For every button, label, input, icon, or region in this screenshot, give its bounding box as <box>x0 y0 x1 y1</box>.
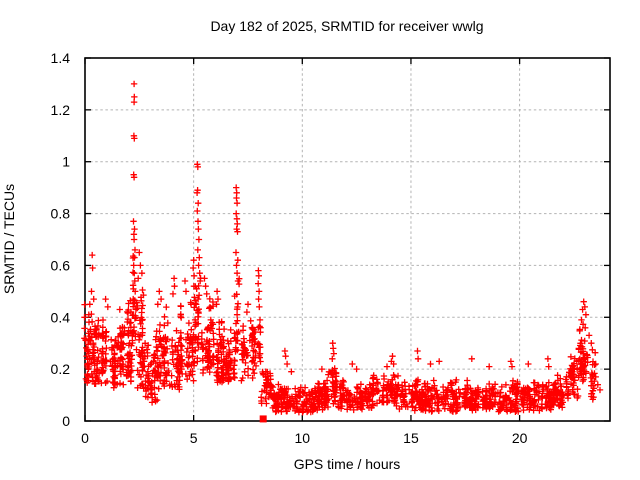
x-axis-label: GPS time / hours <box>294 456 401 472</box>
y-tick-label: 1 <box>62 154 70 170</box>
x-tick-label: 10 <box>295 430 311 446</box>
scatter-points <box>81 80 604 416</box>
y-tick-label: 0 <box>62 413 70 429</box>
y-tick-label: 1.2 <box>51 102 71 118</box>
y-tick-label: 0.6 <box>51 257 71 273</box>
x-tick-label: 5 <box>190 430 198 446</box>
tick-label-layer: 0 5 10 15 20 0 0.2 0.4 0.6 0.8 1 1.2 1.4 <box>51 50 528 446</box>
chart-title: Day 182 of 2025, SRMTID for receiver wwl… <box>210 18 483 34</box>
y-tick-label: 0.8 <box>51 206 71 222</box>
y-tick-label: 0.2 <box>51 361 71 377</box>
x-tick-label: 20 <box>512 430 528 446</box>
plot-border <box>84 57 611 422</box>
tick-layer <box>84 57 610 422</box>
y-tick-label: 0.4 <box>51 309 71 325</box>
scatter-points-layer <box>81 80 604 423</box>
filled-square-marker <box>259 415 267 423</box>
y-axis-label: SRMTID / TECUs <box>1 184 17 294</box>
x-tick-label: 15 <box>403 430 419 446</box>
x-tick-label: 0 <box>81 430 89 446</box>
y-tick-label: 1.4 <box>51 50 71 66</box>
